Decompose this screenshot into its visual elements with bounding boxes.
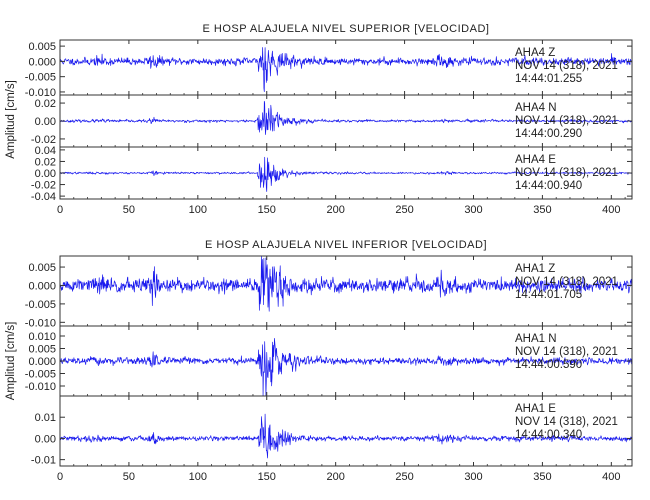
y-tick-label: 0.04 bbox=[35, 145, 56, 157]
y-tick-label: 0.010 bbox=[28, 331, 56, 343]
x-tick-label: 200 bbox=[326, 471, 344, 483]
trace-line bbox=[59, 47, 633, 92]
x-tick-label: 400 bbox=[602, 204, 620, 216]
chart-title: E HOSP ALAJUELA NIVEL SUPERIOR [VELOCIDA… bbox=[203, 23, 490, 35]
chart-group-1: E HOSP ALAJUELA NIVEL SUPERIOR [VELOCIDA… bbox=[5, 23, 633, 216]
x-tick-label: 0 bbox=[57, 204, 63, 216]
date-label: NOV 14 (318), 2021 bbox=[515, 276, 618, 288]
x-tick-label: 300 bbox=[464, 471, 482, 483]
y-tick-label: 0.000 bbox=[28, 280, 56, 292]
x-tick-label: 250 bbox=[395, 471, 413, 483]
y-tick-label: 0.00 bbox=[35, 116, 56, 128]
x-tick-label: 100 bbox=[189, 204, 207, 216]
station-label: AHA4 Z bbox=[515, 47, 555, 59]
x-tick-label: 0 bbox=[57, 471, 63, 483]
date-label: NOV 14 (318), 2021 bbox=[515, 346, 618, 358]
x-tick-label: 300 bbox=[464, 204, 482, 216]
x-tick-label: 50 bbox=[123, 204, 135, 216]
y-tick-label: -0.005 bbox=[25, 299, 56, 311]
date-label: NOV 14 (318), 2021 bbox=[515, 60, 618, 72]
x-tick-label: 350 bbox=[533, 204, 551, 216]
time-label: 14:44:00.290 bbox=[515, 128, 582, 140]
station-label: AHA1 Z bbox=[515, 263, 555, 275]
y-axis-label: Amplitud [cm/s] bbox=[5, 322, 17, 401]
time-label: 14:44:01.255 bbox=[515, 73, 582, 85]
x-tick-label: 200 bbox=[326, 204, 344, 216]
y-tick-label: -0.010 bbox=[25, 381, 56, 393]
time-label: 14:44:00.340 bbox=[515, 429, 582, 441]
x-tick-label: 150 bbox=[258, 204, 276, 216]
y-tick-label: 0.005 bbox=[28, 344, 56, 356]
x-tick-label: 250 bbox=[395, 204, 413, 216]
x-tick-label: 400 bbox=[602, 471, 620, 483]
y-tick-label: 0.02 bbox=[35, 98, 56, 110]
station-label: AHA1 N bbox=[515, 333, 557, 345]
station-label: AHA4 E bbox=[515, 154, 556, 166]
x-tick-label: 100 bbox=[189, 471, 207, 483]
x-tick-label: 150 bbox=[258, 471, 276, 483]
y-tick-label: -0.010 bbox=[25, 317, 56, 329]
y-tick-label: 0.005 bbox=[28, 262, 56, 274]
y-tick-label: 0.00 bbox=[35, 168, 56, 180]
x-tick-label: 350 bbox=[533, 471, 551, 483]
y-tick-label: 0.01 bbox=[35, 412, 56, 424]
y-tick-label: 0.02 bbox=[35, 156, 56, 168]
trace-line bbox=[59, 156, 633, 192]
date-label: NOV 14 (318), 2021 bbox=[515, 416, 618, 428]
x-tick-label: 50 bbox=[123, 471, 135, 483]
y-tick-label: -0.01 bbox=[31, 455, 56, 467]
station-label: AHA4 N bbox=[515, 102, 557, 114]
date-label: NOV 14 (318), 2021 bbox=[515, 167, 618, 179]
y-tick-label: -0.005 bbox=[25, 369, 56, 381]
trace-line bbox=[59, 255, 633, 312]
time-label: 14:44:00.940 bbox=[515, 180, 582, 192]
chart-group-2: E HOSP ALAJUELA NIVEL INFERIOR [VELOCIDA… bbox=[5, 239, 633, 483]
y-tick-label: -0.02 bbox=[31, 180, 56, 192]
y-tick-label: 0.000 bbox=[28, 356, 56, 368]
panel-frame bbox=[59, 395, 633, 467]
y-axis-label: Amplitud [cm/s] bbox=[5, 80, 17, 159]
y-tick-label: 0.000 bbox=[28, 56, 56, 68]
y-tick-label: 0.005 bbox=[28, 41, 56, 53]
y-tick-label: -0.02 bbox=[31, 134, 56, 146]
trace-line bbox=[59, 337, 633, 397]
y-tick-label: -0.010 bbox=[25, 87, 56, 99]
y-tick-label: -0.005 bbox=[25, 72, 56, 84]
trace-line bbox=[59, 100, 633, 135]
station-label: AHA1 E bbox=[515, 403, 556, 415]
date-label: NOV 14 (318), 2021 bbox=[515, 115, 618, 127]
time-label: 14:44:01.705 bbox=[515, 289, 582, 301]
chart-title: E HOSP ALAJUELA NIVEL INFERIOR [VELOCIDA… bbox=[205, 239, 487, 251]
time-label: 14:44:00.590 bbox=[515, 359, 582, 371]
y-tick-label: -0.04 bbox=[31, 191, 56, 203]
trace-line bbox=[59, 413, 633, 459]
y-tick-label: 0.00 bbox=[35, 433, 56, 445]
